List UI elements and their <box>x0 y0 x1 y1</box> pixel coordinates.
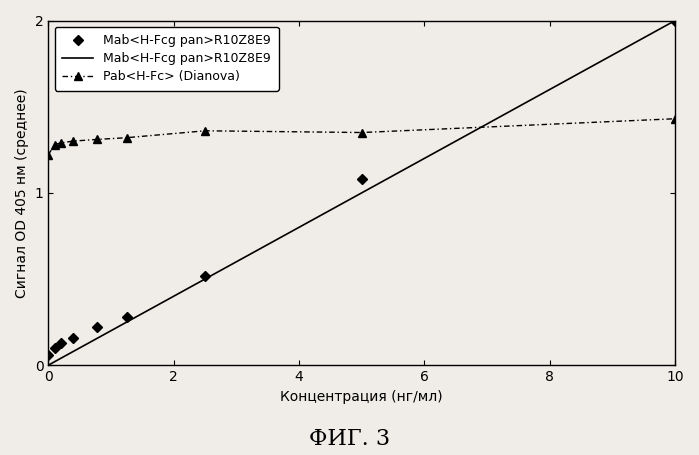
X-axis label: Концентрация (нг/мл): Концентрация (нг/мл) <box>280 389 443 404</box>
Y-axis label: Сигнал OD 405 нм (среднее): Сигнал OD 405 нм (среднее) <box>15 88 29 298</box>
Legend: Mab<H-Fcg pan>R10Z8E9, Mab<H-Fcg pan>R10Z8E9, Pab<H-Fc> (Dianova): Mab<H-Fcg pan>R10Z8E9, Mab<H-Fcg pan>R10… <box>55 27 278 91</box>
Text: ФИГ. 3: ФИГ. 3 <box>309 429 390 450</box>
